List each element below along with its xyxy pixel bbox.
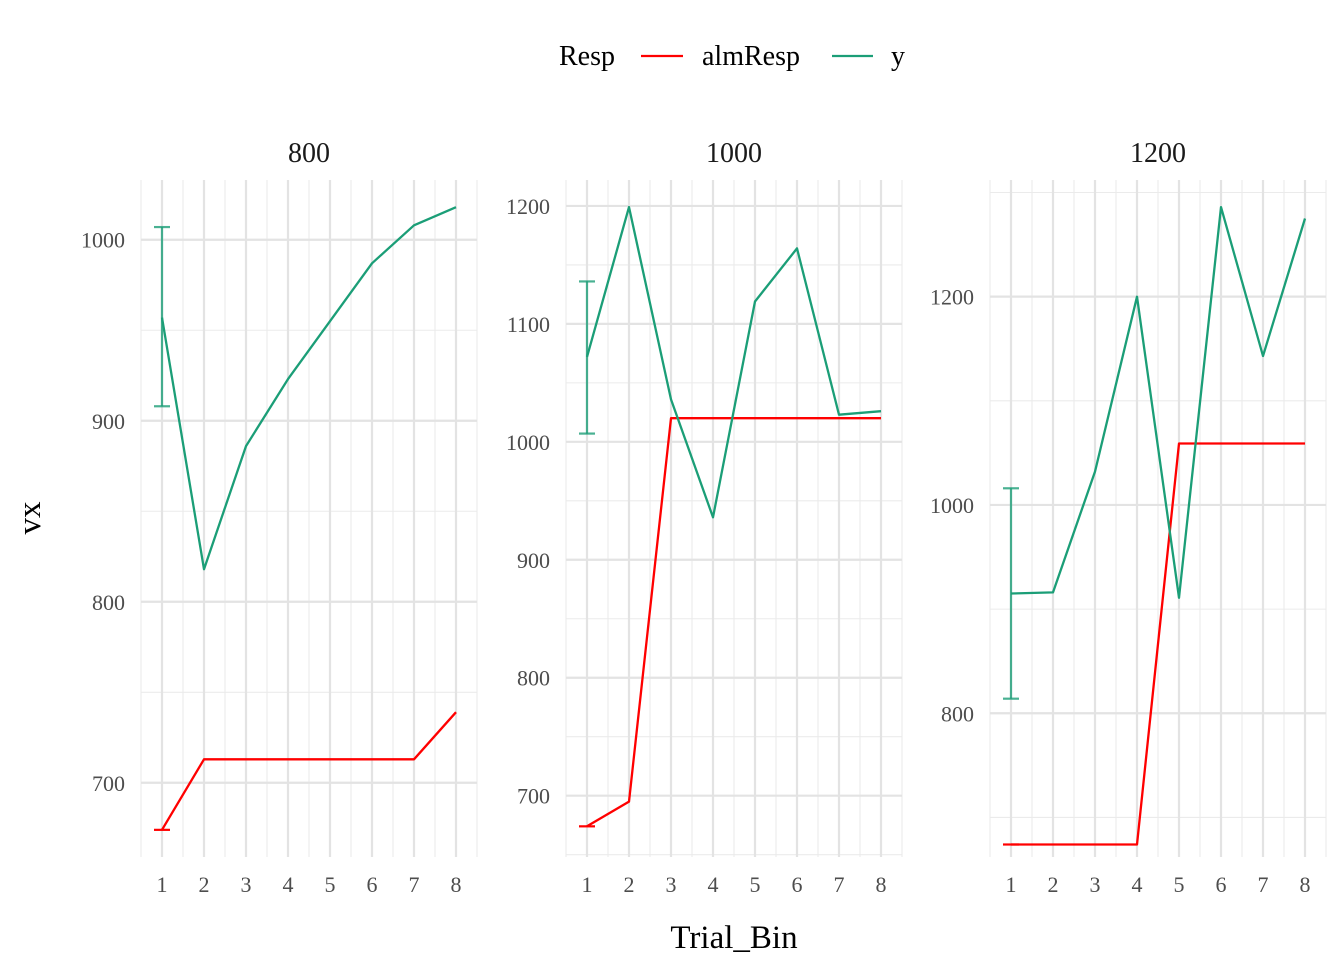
y-tick-label: 900: [92, 409, 125, 434]
facet-label: 1000: [706, 138, 762, 169]
legend-title: Resp: [559, 41, 615, 72]
x-tick-label: 5: [1174, 872, 1185, 897]
y-tick-label: 1000: [81, 228, 125, 253]
x-tick-label: 2: [624, 872, 635, 897]
x-tick-label: 1: [1006, 872, 1017, 897]
facet-label: 1200: [1130, 138, 1186, 169]
y-tick-label: 800: [941, 701, 974, 726]
x-tick-label: 1: [582, 872, 593, 897]
x-tick-label: 8: [451, 872, 462, 897]
panel-1200: 1200 1 2 3 4 5 6 7 8 800 1000 1200: [930, 138, 1327, 897]
x-tick-label: 1: [157, 872, 168, 897]
y-tick-label: 1200: [930, 285, 974, 310]
x-tick-label: 6: [792, 872, 803, 897]
error-bar: [154, 225, 170, 408]
y-tick-label: 1200: [506, 194, 550, 219]
facet-label: 800: [288, 138, 330, 169]
series-line-y: [585, 205, 882, 519]
x-tick-label: 5: [750, 872, 761, 897]
x-tick-label: 6: [367, 872, 378, 897]
x-tick-label: 7: [409, 872, 420, 897]
x-tick-label: 2: [199, 872, 210, 897]
legend: Resp almResp y: [559, 41, 905, 72]
x-tick-label: 8: [1300, 872, 1311, 897]
y-tick-label: 1100: [507, 312, 550, 337]
x-tick-label: 4: [708, 872, 719, 897]
x-tick-label: 7: [1258, 872, 1269, 897]
x-tick-label: 6: [1216, 872, 1227, 897]
x-tick-label: 2: [1048, 872, 1059, 897]
y-tick-label: 800: [517, 666, 550, 691]
x-tick-label: 4: [283, 872, 294, 897]
panel-1000: 1000 1 2 3 4 5 6 7 8 700 800 900 1000 1100 1200: [506, 138, 903, 897]
y-tick-label: 1000: [506, 430, 550, 455]
legend-label-y: y: [891, 41, 905, 72]
x-tick-label: 4: [1132, 872, 1143, 897]
panel-800: 800 1 2 3 4 5 6 7 8 700 800 900 1000: [81, 138, 478, 897]
y-tick-label: 900: [517, 548, 550, 573]
x-tick-label: 3: [666, 872, 677, 897]
x-tick-label: 3: [1090, 872, 1101, 897]
series-line-almResp: [586, 417, 881, 828]
y-tick-label: 700: [92, 771, 125, 796]
y-tick-label: 800: [92, 590, 125, 615]
y-axis-title: vx: [12, 501, 48, 535]
x-tick-label: 3: [241, 872, 252, 897]
series-line-y: [1010, 205, 1307, 599]
y-tick-label: 1000: [930, 493, 974, 518]
y-tick-label: 700: [517, 784, 550, 809]
series-line-almResp: [161, 711, 457, 831]
x-axis-title: Trial_Bin: [670, 920, 797, 956]
series-line-y: [160, 206, 457, 571]
x-tick-label: 8: [876, 872, 887, 897]
x-tick-label: 5: [325, 872, 336, 897]
series-line-almResp: [1011, 442, 1305, 846]
x-tick-label: 7: [834, 872, 845, 897]
legend-label-almResp: almResp: [702, 41, 800, 72]
error-bar: [579, 280, 595, 435]
